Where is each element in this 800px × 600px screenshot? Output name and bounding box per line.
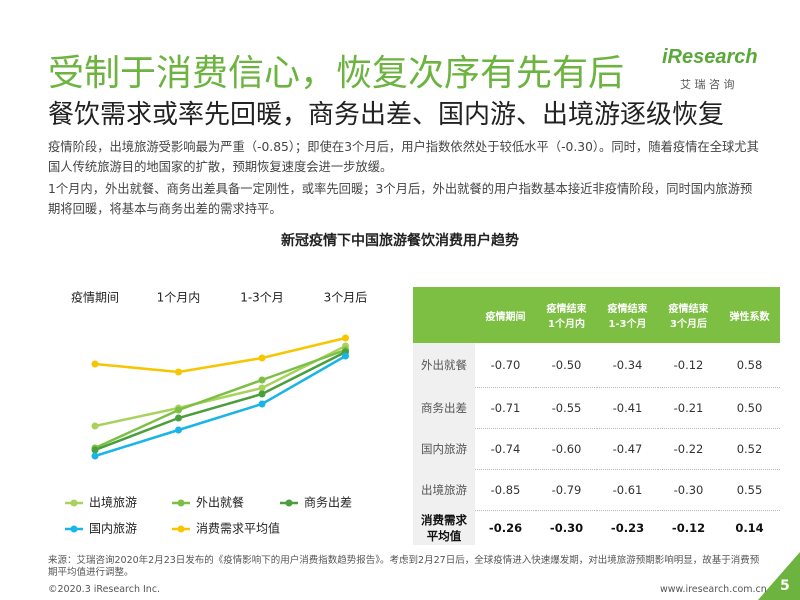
table-cell: -0.74: [475, 428, 536, 470]
slide-title: 受制于消费信心，恢复次序有先有后: [48, 53, 625, 94]
point: [175, 406, 182, 414]
legend-label: 商务出差: [304, 495, 352, 510]
point: [91, 452, 99, 460]
table-cell: 0.14: [735, 520, 764, 535]
row-label: 商务出差: [413, 387, 475, 428]
legend-label: 外出就餐: [196, 495, 244, 510]
legend-marker: [177, 525, 185, 533]
copyright: ©2020.3 iResearch Inc.: [48, 584, 161, 595]
logo: iResearch: [662, 46, 758, 68]
point: [91, 446, 99, 454]
legend-label: 出境旅游: [89, 495, 137, 510]
series-line: [94, 336, 346, 374]
table-cell: -0.70: [475, 343, 536, 388]
page-corner: [758, 552, 800, 600]
table-row: 出境旅游 -0.85 -0.79 -0.61 -0.30 0.55: [413, 469, 780, 511]
header-cell: 疫情结束 1个月内: [536, 287, 597, 343]
table-cell: -0.41: [597, 387, 658, 429]
table-cell: -0.30: [549, 520, 584, 535]
point: [91, 360, 99, 368]
row-label: 国内旅游: [413, 428, 475, 469]
table-cell: -0.50: [536, 343, 597, 388]
point: [91, 422, 99, 430]
table-row: 国内旅游 -0.74 -0.60 -0.47 -0.22 0.52: [413, 428, 780, 470]
url: www.iresearch.com.cn: [660, 584, 767, 595]
x-tick-label: 1个月内: [157, 291, 201, 305]
table-cell: -0.23: [610, 520, 645, 535]
point: [258, 354, 266, 362]
source-note: 来源：艾瑞咨询2020年2月23日发布的《疫情影响下的用户消费指数趋势报告》。考…: [48, 555, 760, 578]
slide-subtitle: 餐饮需求或率先回暖，商务出差、国内游、出境游逐级恢复: [48, 100, 725, 130]
page-number: 5: [780, 578, 790, 594]
table-cell: -0.12: [658, 343, 719, 388]
paragraph: 1个月内，外出就餐、商务出差具备一定刚性，或率先回暖；3个月后，外出就餐的用户指…: [48, 182, 753, 216]
legend-marker: [70, 525, 78, 533]
series-line: [94, 354, 347, 458]
chart-title: 新冠疫情下中国旅游餐饮消费用户趋势: [281, 233, 519, 249]
point: [342, 334, 349, 342]
table-cell: -0.21: [658, 387, 719, 429]
header-row: 疫情期间 疫情结束 1个月内 疫情结束 1-3个月 疫情结束 3个月后 弹性系数: [413, 287, 780, 343]
table-cell: -0.60: [536, 428, 597, 470]
point: [258, 376, 266, 384]
x-tick-label: 1-3个月: [240, 291, 284, 305]
header-cell: 疫情期间: [475, 287, 536, 343]
point: [258, 390, 266, 398]
table-cell: -0.71: [475, 387, 536, 429]
x-tick-label: 3个月后: [324, 291, 368, 305]
header-cell: [413, 287, 475, 343]
series-line: [94, 350, 347, 452]
point: [175, 368, 182, 376]
series-line: [94, 344, 347, 428]
point: [175, 426, 182, 434]
point: [342, 352, 349, 360]
table-cell: 0.58: [719, 343, 780, 388]
legend-marker: [70, 499, 78, 507]
point: [258, 384, 266, 392]
table-cell: -0.12: [671, 520, 706, 535]
table-cell: 0.55: [719, 469, 780, 511]
paragraph: 疫情阶段，出境旅游受影响最为严重（-0.85）；即使在3个月后，用户指数依然处于…: [48, 140, 759, 174]
header-cell: 弹性系数: [719, 287, 780, 343]
table-cell: 0.50: [719, 387, 780, 429]
row-label: 消费需求 平均值: [413, 510, 475, 545]
table-cell: -0.22: [658, 428, 719, 470]
table-cell: -0.55: [536, 387, 597, 429]
header-cell: 疫情结束 3个月后: [658, 287, 719, 343]
legend-marker: [285, 499, 293, 507]
table-cell: -0.47: [597, 428, 658, 470]
legend-label: 国内旅游: [89, 522, 137, 536]
table-row: 消费需求 平均值 -0.26 -0.30 -0.23 -0.12 0.14: [413, 510, 780, 545]
table-cell: -0.61: [597, 469, 658, 511]
table-cell: 0.52: [719, 428, 780, 470]
legend-marker: [177, 499, 185, 507]
legend-label: 消费需求平均值: [196, 521, 280, 536]
table-row: 商务出差 -0.71 -0.55 -0.41 -0.21 0.50: [413, 387, 780, 429]
table-row: 外出就餐 -0.70 -0.50 -0.34 -0.12 0.58: [413, 343, 780, 388]
data-table: 疫情期间 疫情结束 1个月内 疫情结束 1-3个月 疫情结束 3个月后 弹性系数 外出就餐…: [413, 287, 780, 545]
table-cell: -0.34: [597, 343, 658, 388]
point: [175, 414, 182, 422]
table-cell: -0.85: [475, 469, 536, 511]
row-label: 外出就餐: [413, 343, 475, 387]
point: [258, 400, 266, 408]
row-label: 出境旅游: [413, 469, 475, 510]
series-line: [94, 348, 346, 450]
logo-subtitle: 艾 瑞 咨 询: [680, 78, 735, 91]
x-tick-label: 疫情期间: [71, 290, 119, 305]
table-cell: -0.30: [658, 469, 719, 511]
table-cell: -0.79: [536, 469, 597, 511]
table-cell: -0.26: [488, 520, 523, 535]
header-cell: 疫情结束 1-3个月: [597, 287, 658, 343]
